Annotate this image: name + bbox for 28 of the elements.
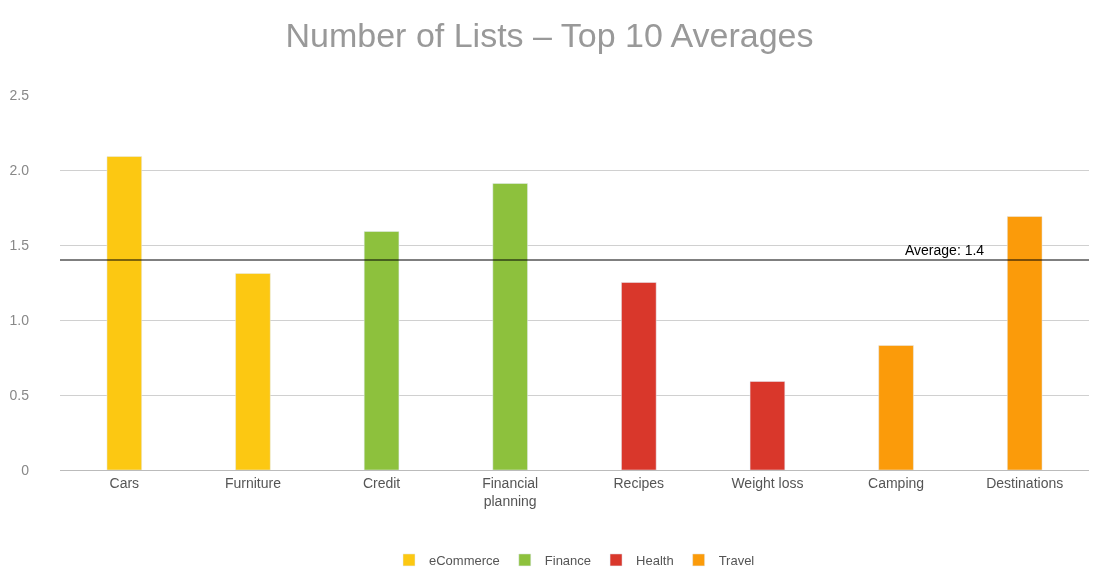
legend-label: eCommerce <box>429 553 500 569</box>
ref-line-label: Average: 1.4 <box>905 242 985 258</box>
x-tick-label: Weight loss <box>731 474 804 491</box>
bar <box>749 381 786 470</box>
legend-label: Finance <box>544 553 592 569</box>
bar <box>235 273 271 470</box>
bar <box>621 282 657 470</box>
x-tick-label: Camping <box>868 474 925 491</box>
x-tick-label: Destinations <box>986 474 1064 491</box>
bar <box>1007 216 1043 470</box>
x-tick-label: Credit <box>362 474 401 491</box>
x-tick-label: Recipes <box>613 474 665 491</box>
legend-label: Travel <box>718 553 755 569</box>
y-tick-label: 0 <box>21 461 30 478</box>
y-tick-label: 2.0 <box>9 161 30 178</box>
y-tick-label: 1.0 <box>9 311 30 328</box>
bar <box>106 156 142 470</box>
y-tick-label: 1.5 <box>9 236 30 253</box>
bar <box>492 183 528 470</box>
x-tick-label: Cars <box>109 474 140 491</box>
legend-label: Health <box>636 553 674 569</box>
y-tick-label: 0.5 <box>9 386 30 403</box>
bar <box>363 231 400 470</box>
x-tick-label: Furniture <box>224 474 282 491</box>
x-tick-label: Financial planning <box>482 474 539 509</box>
y-tick-label: 2.5 <box>9 86 30 103</box>
bar <box>878 345 914 470</box>
chart-title: Number of Lists – Top 10 Averages <box>285 16 814 55</box>
